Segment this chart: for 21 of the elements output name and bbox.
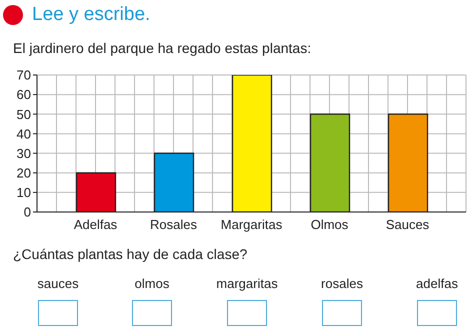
x-tick-label: Olmos — [310, 217, 349, 232]
text: olmos — [134, 276, 170, 291]
y-tick-label: 50 — [16, 106, 31, 122]
text: ¿Cuántas plantas hay de cada clase? — [13, 246, 248, 262]
y-tick-label: 30 — [16, 146, 31, 161]
x-tick-label: Sauces — [386, 217, 430, 232]
text: margaritas — [215, 276, 279, 291]
text: sauces — [36, 276, 80, 291]
y-tick-label: 60 — [16, 87, 31, 102]
y-tick-label: 70 — [16, 68, 31, 83]
x-tick-label: Adelfas — [74, 217, 118, 232]
chart-subtitle: El jardinero del parque ha regado estas plantas: — [13, 40, 312, 56]
x-tick-label: Rosales — [150, 217, 198, 232]
y-tick-label: 20 — [16, 165, 31, 180]
y-tick-label: 40 — [16, 126, 31, 142]
x-tick-label: Margaritas — [220, 217, 283, 232]
y-tick-label: 0 — [24, 204, 31, 220]
text: rosales — [320, 276, 364, 291]
y-tick-label: 10 — [16, 185, 31, 200]
text: adelfas — [415, 276, 459, 291]
chart-title: Lee y escribe. — [32, 4, 150, 26]
